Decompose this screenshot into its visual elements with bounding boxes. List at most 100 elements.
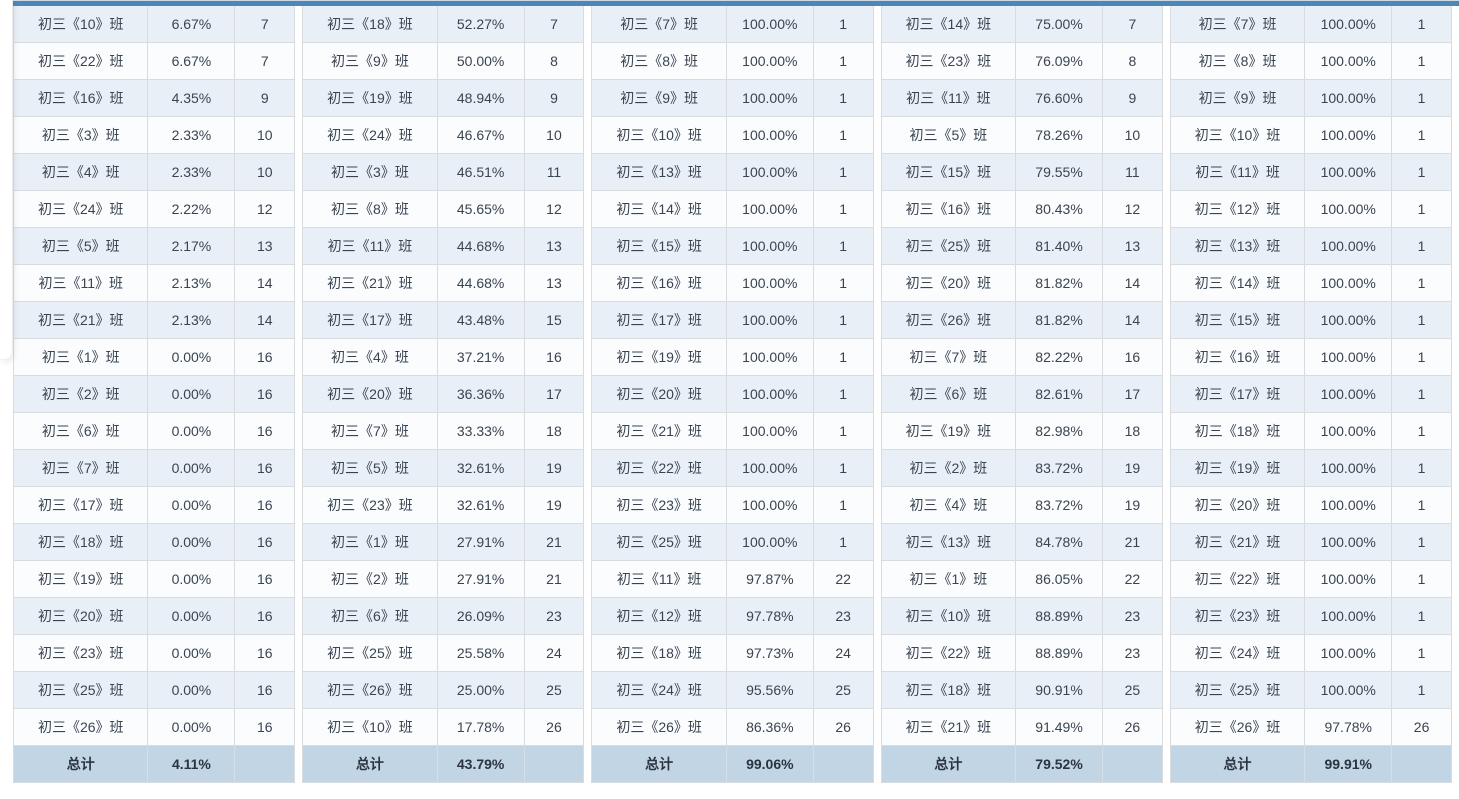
table-row: 初三《16》班 100.00% 1 [1170, 339, 1452, 376]
percent-cell: 37.21% [438, 339, 525, 375]
rank-cell: 10 [1124, 127, 1141, 143]
rank-cell: 13 [546, 275, 562, 291]
percent-cell: 81.82% [1016, 302, 1103, 338]
percent-cell: 48.94% [438, 80, 525, 116]
percent-cell: 0.00% [148, 450, 236, 486]
rank-cell: 26 [1413, 719, 1430, 735]
class-name-cell: 初三《24》班 [1171, 635, 1306, 671]
percent-cell: 76.60% [1016, 80, 1103, 116]
percent-cell: 46.67% [438, 117, 525, 153]
table-row: 初三《23》班 100.00% 1 [592, 487, 873, 524]
percent-cell: 100.00% [727, 265, 814, 301]
percent-cell: 2.13% [148, 302, 236, 338]
rank-cell: 25 [835, 682, 851, 698]
table-row: 初三《11》班 2.13% 14 [14, 265, 295, 302]
class-name-cell: 初三《17》班 [14, 487, 149, 523]
rank-cell: 12 [1124, 201, 1141, 217]
percent-cell: 100.00% [1305, 228, 1393, 264]
rank-cell: 1 [1417, 349, 1426, 365]
table-row: 初三《6》班 82.61% 17 [881, 376, 1162, 413]
table-row: 初三《10》班 17.78% 26 [303, 709, 584, 746]
table-row: 初三《25》班 100.00% 1 [592, 524, 873, 561]
total-rank-empty-cell [525, 746, 584, 782]
total-percent: 79.52% [1016, 746, 1103, 782]
table-row: 初三《7》班 100.00% 1 [1170, 6, 1452, 43]
table-row: 初三《5》班 32.61% 19 [303, 450, 584, 487]
class-rank-table: 初三《10》班 6.67% 7 初三《22》班 6.67% 7 初三《16》班 4.35% 9 初… [13, 6, 296, 783]
percent-cell: 100.00% [1305, 265, 1393, 301]
rank-cell: 16 [1124, 349, 1141, 365]
percent-cell: 100.00% [1305, 487, 1393, 523]
class-rank-table: 初三《7》班 100.00% 1 初三《8》班 100.00% 1 初三《9》班 100.00… [1169, 6, 1453, 783]
table-row: 初三《2》班 27.91% 21 [303, 561, 584, 598]
rank-cell: 1 [1417, 238, 1426, 254]
rank-cell: 9 [1128, 90, 1137, 106]
table-row: 初三《7》班 82.22% 16 [881, 339, 1162, 376]
percent-cell: 25.58% [438, 635, 525, 671]
class-name-cell: 初三《8》班 [592, 43, 727, 79]
percent-cell: 100.00% [727, 413, 814, 449]
percent-cell: 100.00% [1305, 43, 1393, 79]
rank-cell: 16 [256, 386, 273, 402]
class-name-cell: 初三《19》班 [592, 339, 727, 375]
table-row: 初三《25》班 100.00% 1 [1170, 672, 1452, 709]
table-row: 初三《7》班 0.00% 16 [14, 450, 295, 487]
rank-cell: 25 [546, 682, 562, 698]
class-name-cell: 初三《17》班 [592, 302, 727, 338]
class-name-cell: 初三《23》班 [882, 43, 1017, 79]
table-row: 初三《14》班 75.00% 7 [881, 6, 1162, 43]
percent-cell: 6.67% [148, 43, 236, 79]
class-name-cell: 初三《20》班 [1171, 487, 1306, 523]
rank-cell: 26 [1124, 719, 1141, 735]
class-name-cell: 初三《22》班 [882, 635, 1017, 671]
table-row: 初三《22》班 100.00% 1 [592, 450, 873, 487]
class-name-cell: 初三《10》班 [592, 117, 727, 153]
table-row: 初三《21》班 2.13% 14 [14, 302, 295, 339]
rank-cell: 16 [256, 497, 273, 513]
rank-cell: 18 [1124, 423, 1141, 439]
rank-cell: 16 [256, 460, 273, 476]
table-row: 初三《26》班 86.36% 26 [592, 709, 873, 746]
rank-cell: 7 [1128, 16, 1137, 32]
rank-cell: 1 [1417, 682, 1426, 698]
rank-cell: 9 [260, 90, 269, 106]
class-name-cell: 初三《5》班 [14, 228, 149, 264]
table-row: 初三《21》班 100.00% 1 [1170, 524, 1452, 561]
rank-cell: 1 [839, 164, 848, 180]
class-name-cell: 初三《7》班 [1171, 6, 1306, 42]
rank-cell: 21 [546, 534, 562, 550]
table-row: 初三《6》班 0.00% 16 [14, 413, 295, 450]
class-name-cell: 初三《6》班 [882, 376, 1017, 412]
rank-cell: 16 [256, 423, 273, 439]
class-name-cell: 初三《18》班 [592, 635, 727, 671]
table-row: 初三《10》班 100.00% 1 [592, 117, 873, 154]
percent-cell: 100.00% [727, 80, 814, 116]
class-name-cell: 初三《11》班 [303, 228, 438, 264]
rank-cell: 16 [256, 571, 273, 587]
class-name-cell: 初三《10》班 [303, 709, 438, 745]
table-row: 初三《4》班 83.72% 19 [881, 487, 1162, 524]
table-row: 初三《19》班 100.00% 1 [1170, 450, 1452, 487]
class-name-cell: 初三《18》班 [882, 672, 1017, 708]
percent-cell: 88.89% [1016, 635, 1103, 671]
table-row: 初三《12》班 97.78% 23 [592, 598, 873, 635]
class-name-cell: 初三《24》班 [592, 672, 727, 708]
table-row: 初三《17》班 0.00% 16 [14, 487, 295, 524]
table-row: 初三《18》班 0.00% 16 [14, 524, 295, 561]
class-name-cell: 初三《9》班 [592, 80, 727, 116]
class-name-cell: 初三《19》班 [1171, 450, 1306, 486]
class-name-cell: 初三《26》班 [882, 302, 1017, 338]
rank-cell: 1 [1417, 608, 1426, 624]
rank-cell: 1 [1417, 90, 1426, 106]
class-name-cell: 初三《25》班 [14, 672, 149, 708]
table-row: 初三《16》班 80.43% 12 [881, 191, 1162, 228]
percent-cell: 100.00% [1305, 376, 1393, 412]
table-row: 初三《25》班 81.40% 13 [881, 228, 1162, 265]
table-row: 初三《10》班 88.89% 23 [881, 598, 1162, 635]
rank-cell: 1 [1417, 645, 1426, 661]
table-row: 初三《2》班 0.00% 16 [14, 376, 295, 413]
class-name-cell: 初三《15》班 [882, 154, 1017, 190]
rank-cell: 14 [256, 312, 273, 328]
percent-cell: 32.61% [438, 487, 525, 523]
table-row: 初三《23》班 32.61% 19 [303, 487, 584, 524]
